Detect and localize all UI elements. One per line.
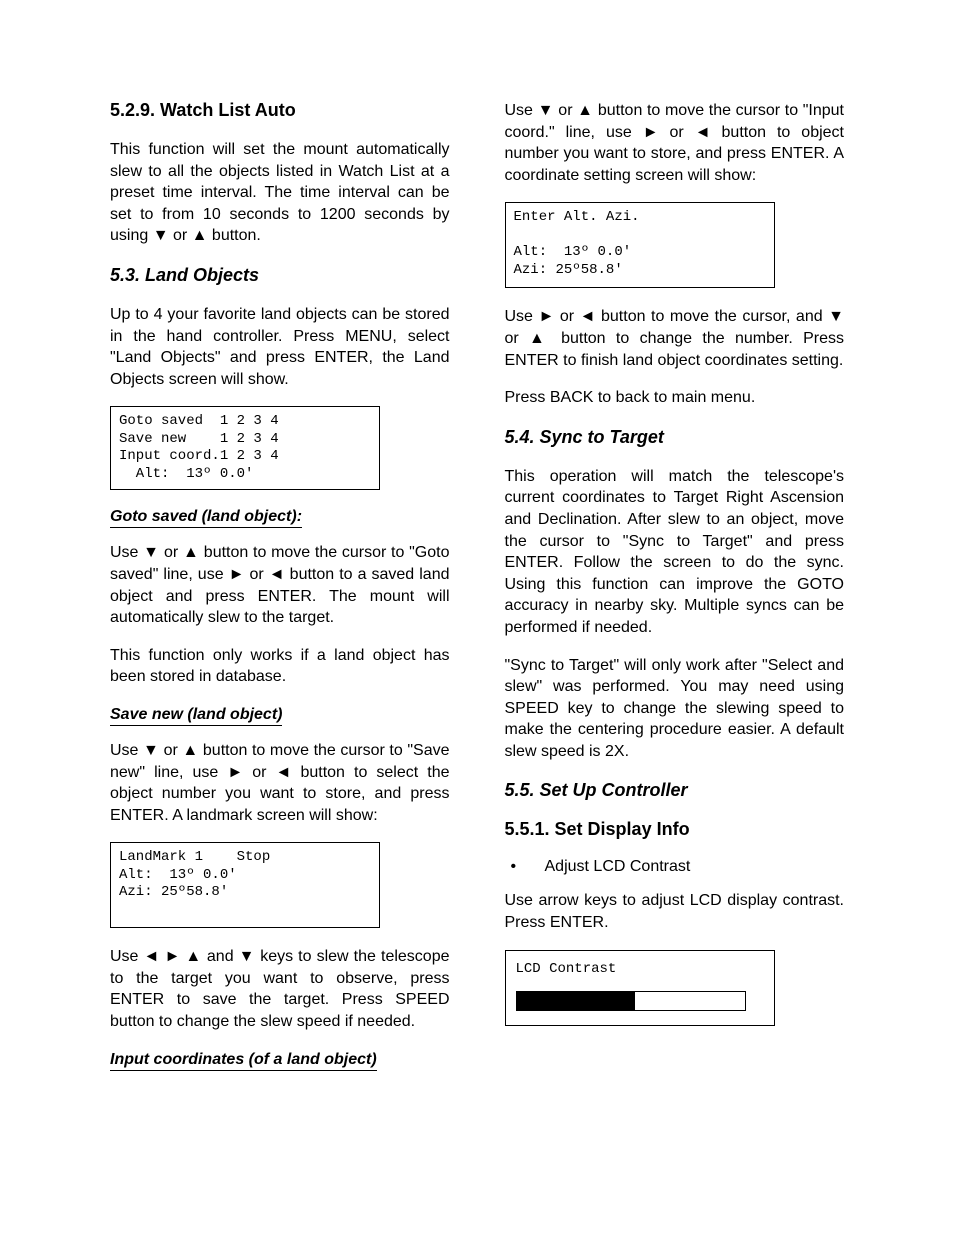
section-input-coord-body: Use ▼ or ▲ button to move the cursor to … xyxy=(505,100,845,409)
para-savenew-1: Use ▼ or ▲ button to move the cursor to … xyxy=(110,740,450,826)
screen-enter-altazi: Enter Alt. Azi. Alt: 13º 0.0' Azi: 25º58… xyxy=(505,202,775,288)
bullet-adjust-contrast: • Adjust LCD Contrast xyxy=(505,858,845,876)
heading-55: 5.5. Set Up Controller xyxy=(505,780,845,801)
para-529: This function will set the mount automat… xyxy=(110,139,450,247)
section-save-new: Save new (land object) Use ▼ or ▲ button… xyxy=(110,706,450,1033)
para-savenew-2: Use ◄ ► ▲ and ▼ keys to slew the telesco… xyxy=(110,946,450,1032)
heading-input-coord: Input coordinates (of a land object) xyxy=(110,1051,377,1071)
section-54: 5.4. Sync to Target This operation will … xyxy=(505,427,845,763)
section-53: 5.3. Land Objects Up to 4 your favorite … xyxy=(110,265,450,490)
heading-save-new: Save new (land object) xyxy=(110,706,282,726)
bullet-dot-icon: • xyxy=(505,858,545,876)
bullet-label: Adjust LCD Contrast xyxy=(545,858,691,876)
para-inputcoord-1: Use ▼ or ▲ button to move the cursor to … xyxy=(505,100,845,186)
contrast-bar xyxy=(516,991,746,1011)
section-55: 5.5. Set Up Controller xyxy=(505,780,845,801)
section-goto-saved: Goto saved (land object): Use ▼ or ▲ but… xyxy=(110,508,450,688)
two-column-layout: 5.2.9. Watch List Auto This function wil… xyxy=(110,100,844,1103)
para-inputcoord-2: Use ► or ◄ button to move the cursor, an… xyxy=(505,306,845,371)
section-529: 5.2.9. Watch List Auto This function wil… xyxy=(110,100,450,247)
page: 5.2.9. Watch List Auto This function wil… xyxy=(0,0,954,1235)
para-54-2: "Sync to Target" will only work after "S… xyxy=(505,655,845,763)
heading-goto-saved: Goto saved (land object): xyxy=(110,508,302,528)
heading-529: 5.2.9. Watch List Auto xyxy=(110,100,450,121)
heading-54: 5.4. Sync to Target xyxy=(505,427,845,448)
para-goto-2: This function only works if a land objec… xyxy=(110,645,450,688)
lcd-contrast-label: LCD Contrast xyxy=(516,961,764,977)
section-input-coord-head: Input coordinates (of a land object) xyxy=(110,1051,450,1085)
screen-land-objects: Goto saved 1 2 3 4 Save new 1 2 3 4 Inpu… xyxy=(110,406,380,490)
screen-lcd-contrast: LCD Contrast xyxy=(505,950,775,1026)
contrast-bar-fill xyxy=(517,992,636,1010)
screen-landmark: LandMark 1 Stop Alt: 13º 0.0' Azi: 25º58… xyxy=(110,842,380,928)
heading-53: 5.3. Land Objects xyxy=(110,265,450,286)
para-54-1: This operation will match the telescope'… xyxy=(505,466,845,639)
heading-551: 5.5.1. Set Display Info xyxy=(505,819,845,840)
section-551: 5.5.1. Set Display Info • Adjust LCD Con… xyxy=(505,819,845,1025)
para-551-1: Use arrow keys to adjust LCD display con… xyxy=(505,890,845,933)
para-inputcoord-3: Press BACK to back to main menu. xyxy=(505,387,845,409)
para-goto-1: Use ▼ or ▲ button to move the cursor to … xyxy=(110,542,450,628)
para-53-intro: Up to 4 your favorite land objects can b… xyxy=(110,304,450,390)
